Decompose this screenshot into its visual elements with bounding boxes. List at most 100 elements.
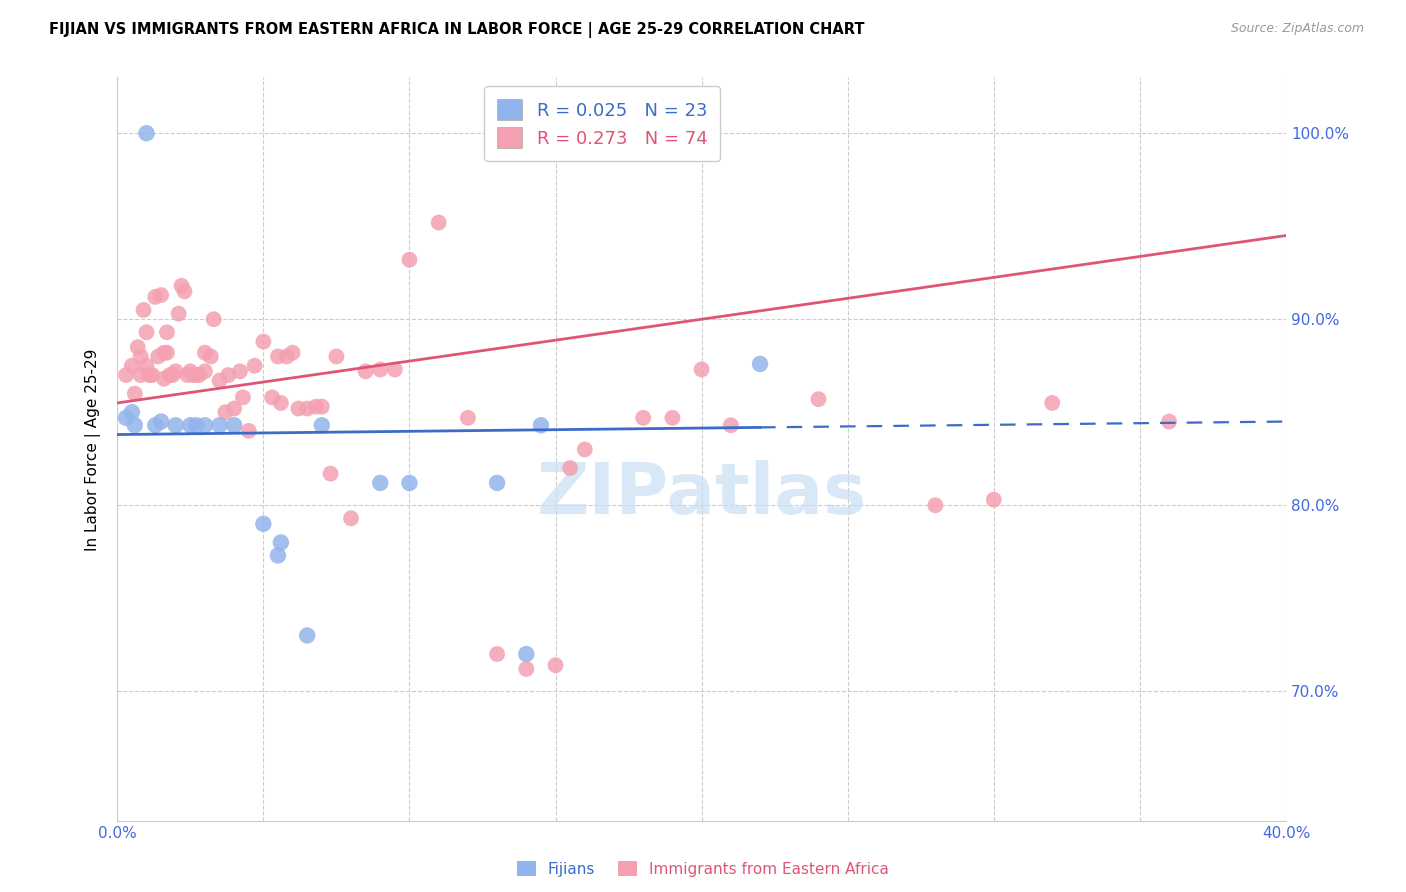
- Point: [661, 410, 683, 425]
- Legend: Fijians, Immigrants from Eastern Africa: Fijians, Immigrants from Eastern Africa: [510, 853, 896, 884]
- Point: [398, 252, 420, 267]
- Point: [194, 345, 217, 359]
- Point: [368, 475, 391, 490]
- Point: [530, 418, 553, 433]
- Point: [983, 492, 1005, 507]
- Point: [281, 345, 304, 359]
- Point: [229, 364, 252, 378]
- Point: [179, 418, 201, 433]
- Point: [340, 511, 363, 525]
- Point: [295, 628, 318, 642]
- Point: [132, 302, 155, 317]
- Point: [267, 350, 290, 364]
- Point: [243, 359, 266, 373]
- Point: [544, 658, 567, 673]
- Point: [384, 362, 406, 376]
- Point: [153, 345, 176, 359]
- Point: [224, 418, 246, 433]
- Point: [186, 418, 208, 433]
- Point: [135, 126, 157, 140]
- Point: [631, 410, 654, 425]
- Point: [262, 390, 284, 404]
- Point: [1040, 396, 1063, 410]
- Point: [186, 368, 208, 382]
- Point: [398, 475, 420, 490]
- Point: [179, 364, 201, 378]
- Point: [217, 368, 239, 382]
- Point: [170, 278, 193, 293]
- Point: [325, 350, 347, 364]
- Point: [311, 418, 333, 433]
- Point: [124, 418, 146, 433]
- Point: [153, 372, 176, 386]
- Point: [515, 662, 537, 676]
- Point: [267, 549, 290, 563]
- Point: [167, 307, 190, 321]
- Point: [156, 345, 179, 359]
- Point: [200, 350, 222, 364]
- Point: [173, 285, 195, 299]
- Point: [138, 368, 160, 382]
- Point: [319, 467, 342, 481]
- Point: [159, 368, 181, 382]
- Point: [486, 475, 509, 490]
- Point: [690, 362, 713, 376]
- Y-axis label: In Labor Force | Age 25-29: In Labor Force | Age 25-29: [86, 348, 101, 550]
- Text: FIJIAN VS IMMIGRANTS FROM EASTERN AFRICA IN LABOR FORCE | AGE 25-29 CORRELATION : FIJIAN VS IMMIGRANTS FROM EASTERN AFRICA…: [49, 22, 865, 38]
- Point: [135, 325, 157, 339]
- Point: [427, 215, 450, 229]
- Point: [311, 400, 333, 414]
- Point: [287, 401, 309, 416]
- Point: [135, 359, 157, 373]
- Point: [924, 498, 946, 512]
- Point: [121, 405, 143, 419]
- Point: [181, 368, 204, 382]
- Point: [127, 340, 149, 354]
- Point: [188, 368, 211, 382]
- Point: [165, 364, 187, 378]
- Point: [276, 350, 298, 364]
- Point: [194, 364, 217, 378]
- Point: [176, 368, 198, 382]
- Point: [214, 405, 236, 419]
- Point: [270, 535, 292, 549]
- Point: [165, 418, 187, 433]
- Point: [305, 400, 328, 414]
- Point: [143, 290, 166, 304]
- Point: [121, 359, 143, 373]
- Point: [141, 368, 163, 382]
- Point: [129, 350, 152, 364]
- Point: [647, 126, 669, 140]
- Point: [560, 461, 582, 475]
- Point: [156, 325, 179, 339]
- Point: [617, 126, 640, 140]
- Point: [252, 516, 274, 531]
- Point: [574, 442, 596, 457]
- Point: [457, 410, 479, 425]
- Point: [208, 418, 231, 433]
- Point: [150, 288, 173, 302]
- Point: [252, 334, 274, 349]
- Point: [368, 362, 391, 376]
- Point: [143, 418, 166, 433]
- Point: [232, 390, 254, 404]
- Point: [124, 386, 146, 401]
- Text: ZIPatlas: ZIPatlas: [537, 459, 866, 529]
- Point: [295, 401, 318, 416]
- Point: [1159, 415, 1181, 429]
- Point: [208, 374, 231, 388]
- Point: [202, 312, 225, 326]
- Text: Source: ZipAtlas.com: Source: ZipAtlas.com: [1230, 22, 1364, 36]
- Legend: R = 0.025   N = 23, R = 0.273   N = 74: R = 0.025 N = 23, R = 0.273 N = 74: [485, 87, 720, 161]
- Point: [150, 415, 173, 429]
- Point: [354, 364, 377, 378]
- Point: [238, 424, 260, 438]
- Point: [194, 418, 217, 433]
- Point: [162, 368, 184, 382]
- Point: [224, 401, 246, 416]
- Point: [720, 418, 742, 433]
- Point: [270, 396, 292, 410]
- Point: [115, 368, 138, 382]
- Point: [148, 350, 170, 364]
- Point: [515, 647, 537, 661]
